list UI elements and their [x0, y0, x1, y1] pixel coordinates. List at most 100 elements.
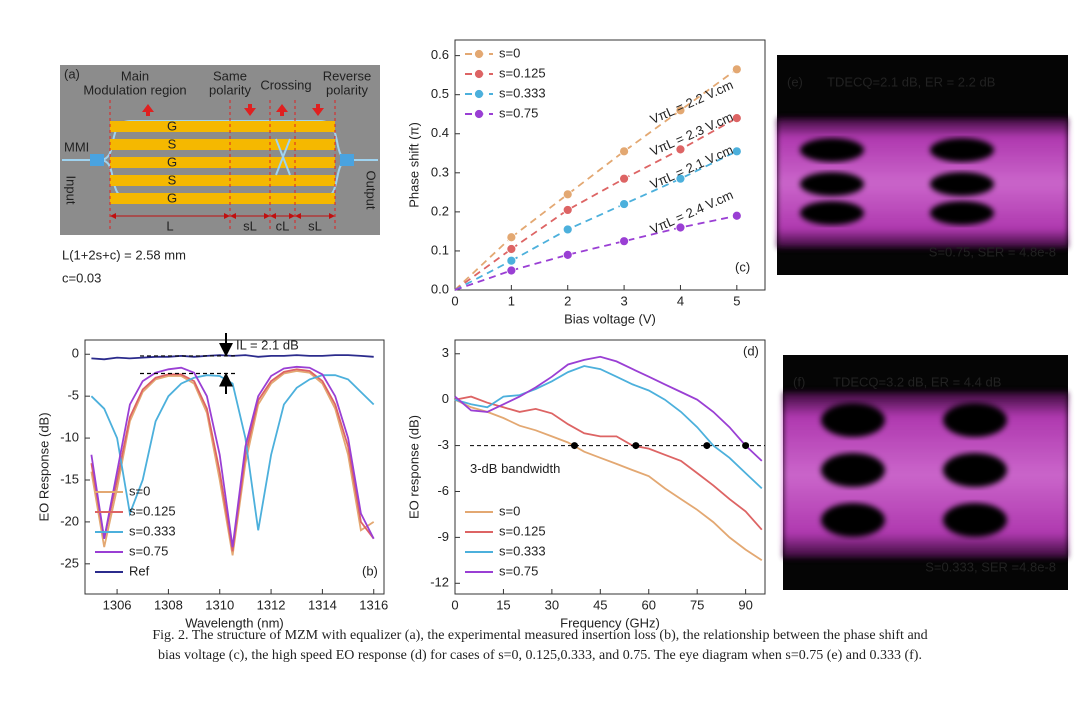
legend-label: s=0 — [499, 503, 520, 518]
length-label: cL — [276, 218, 290, 233]
length-label-bg — [274, 220, 291, 232]
y-tick-label: -5 — [67, 388, 79, 403]
caption: bias voltage (c), the high speed EO resp… — [158, 648, 922, 663]
y-tick-label: -9 — [437, 529, 449, 544]
data-point — [506, 255, 517, 266]
eye-opening — [821, 403, 885, 437]
legend-label: s=0.125 — [499, 523, 546, 538]
eye-opening — [821, 503, 885, 537]
region-arrow — [276, 104, 288, 116]
x-tick-label: 3 — [620, 293, 627, 308]
data-point — [731, 113, 742, 124]
eye-opening — [930, 138, 994, 162]
panel-label: (d) — [743, 343, 759, 358]
x-tick-label: 4 — [677, 293, 684, 308]
y-tick-label: 0.2 — [431, 203, 449, 218]
data-point — [731, 210, 742, 221]
mmi-block — [340, 154, 354, 166]
legend-marker — [474, 49, 484, 59]
mmi-label: MMI — [64, 139, 89, 154]
y-axis-title: EO response (dB) — [406, 415, 421, 519]
data-point — [675, 105, 686, 116]
series-line — [454, 398, 763, 562]
plot-frame — [84, 339, 385, 595]
electrode-label: G — [167, 154, 177, 169]
y-tick-label: -12 — [430, 575, 449, 590]
region-label: Same — [213, 68, 247, 83]
eye-opening — [943, 503, 1007, 537]
data-point — [506, 244, 517, 254]
bandwidth-point — [632, 442, 640, 450]
data-point — [619, 199, 629, 209]
eye-opening — [930, 172, 994, 196]
electrode-label: S — [168, 172, 177, 187]
legend-marker — [474, 109, 484, 119]
legend-marker — [474, 89, 484, 99]
x-tick-label: 90 — [738, 597, 752, 612]
region-arrow — [312, 104, 324, 116]
input-label: Input — [64, 176, 79, 205]
x-tick-label: 75 — [690, 597, 704, 612]
formula: L(1+2s+c) = 2.58 mm — [62, 247, 186, 262]
series-line — [454, 355, 763, 462]
legend-label: s=0.125 — [129, 503, 176, 518]
fit-extension — [454, 236, 512, 291]
eye-metrics: TDECQ=3.2 dB, ER = 4.4 dB — [833, 374, 1001, 389]
panel-label: (a) — [64, 66, 80, 81]
y-tick-label: 0.4 — [431, 125, 449, 140]
x-axis-title: Wavelength (nm) — [185, 615, 284, 630]
data-point — [619, 146, 629, 157]
series-line — [454, 365, 763, 490]
eye-result: S=0.75, SER = 4.8e-8 — [929, 244, 1056, 259]
data-point — [562, 224, 573, 235]
panel-label: (c) — [735, 259, 750, 274]
electrode-label: G — [167, 118, 177, 133]
legend-label: s=0.75 — [499, 105, 538, 120]
x-tick-label: 2 — [564, 293, 571, 308]
electrode — [110, 193, 335, 204]
eye-metrics: TDECQ=2.1 dB, ER = 2.2 dB — [827, 74, 995, 89]
plot-frame — [454, 39, 766, 291]
y-tick-label: -25 — [60, 555, 79, 570]
series-line — [90, 365, 375, 548]
y-tick-label: -15 — [60, 471, 79, 486]
electrode — [110, 175, 335, 186]
series-line — [511, 214, 737, 272]
length-label-bg — [242, 220, 258, 232]
crossing — [275, 138, 291, 176]
legend-label: Ref — [129, 563, 150, 578]
eye-opening — [821, 453, 885, 487]
series-line — [90, 370, 375, 556]
electrode — [110, 121, 335, 132]
x-tick-label: 45 — [593, 597, 607, 612]
legend-label: s=0.333 — [129, 523, 176, 538]
fit-extension — [454, 269, 512, 291]
legend-label: s=0.75 — [129, 543, 168, 558]
length-label: L — [166, 218, 173, 233]
bandwidth-point — [742, 442, 750, 450]
data-point — [731, 146, 742, 157]
panel-label: (f) — [793, 374, 805, 389]
eye-opening — [943, 403, 1007, 437]
x-tick-label: 1306 — [103, 597, 132, 612]
x-tick-label: 0 — [451, 293, 458, 308]
eye-opening — [930, 201, 994, 225]
length-label-bg — [162, 220, 178, 232]
x-tick-label: 1314 — [308, 597, 337, 612]
data-point — [619, 173, 629, 184]
data-point — [562, 249, 573, 260]
data-point — [506, 232, 517, 243]
fit-extension — [454, 248, 512, 291]
series-line — [510, 68, 738, 239]
legend-label: s=0.125 — [499, 65, 546, 80]
x-axis-title: Frequency (GHz) — [560, 615, 660, 630]
annotation: 3-dB bandwidth — [470, 461, 560, 476]
bandwidth-point — [570, 442, 578, 450]
y-tick-label: 0 — [72, 346, 79, 361]
y-tick-label: -10 — [60, 430, 79, 445]
legend-label: s=0 — [499, 45, 520, 60]
y-tick-label: 0.6 — [431, 47, 449, 62]
region-label: Modulation region — [83, 82, 186, 97]
electrode-label: S — [168, 136, 177, 151]
